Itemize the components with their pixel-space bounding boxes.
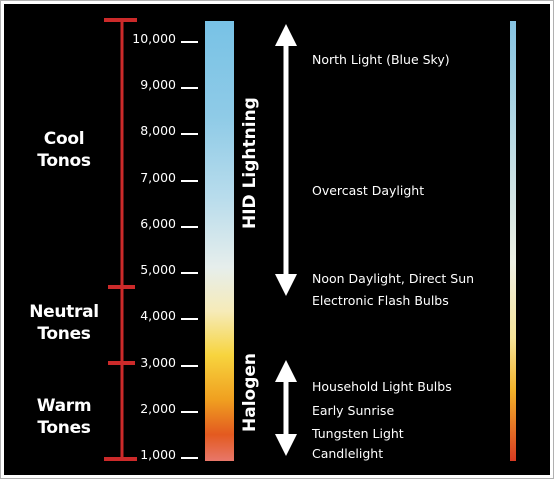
lighting-label-household-bulbs: Household Light Bulbs [312, 379, 452, 394]
warm-tones-label: Warm Tones [36, 396, 92, 438]
tick-label: 7,000 [140, 169, 176, 185]
lighting-label-early-sunrise: Early Sunrise [312, 403, 395, 418]
tick-label: 2,000 [140, 400, 176, 416]
tick-label: 8,000 [140, 123, 176, 139]
tick-label: 4,000 [140, 308, 176, 324]
tick-label: 5,000 [140, 262, 176, 278]
tick-label: 1,000 [140, 447, 176, 462]
cool-tones-label: Cool Tonos [37, 129, 91, 171]
color-temperature-bar [205, 21, 234, 461]
lighting-label-overcast-daylight: Overcast Daylight [312, 183, 425, 198]
lighting-label-electronic-flash: Electronic Flash Bulbs [312, 293, 449, 308]
color-temperature-panel: Cool Tonos Neutral Tones Warm Tones 10,0… [4, 4, 550, 475]
hid-lighting-label: HID Lightning [240, 97, 260, 229]
tick-label: 9,000 [140, 77, 176, 93]
tick-mark [181, 179, 198, 182]
neutral-tones-label: Neutral Tones [29, 302, 99, 344]
tick-label: 10,000 [132, 31, 176, 46]
halogen-label: Halogen [240, 352, 260, 432]
tick-mark [181, 133, 198, 136]
tick-label: 3,000 [140, 354, 176, 370]
hid-range-arrow [275, 24, 297, 296]
tick-mark [181, 225, 198, 228]
lighting-label-noon-daylight: Noon Daylight, Direct Sun [312, 271, 475, 286]
tick-mark [181, 457, 198, 459]
halogen-range-arrow [275, 360, 297, 456]
tick-mark [181, 410, 198, 413]
tick-mark [181, 272, 198, 275]
tick-mark [181, 41, 198, 43]
tick-mark [181, 87, 198, 90]
tick-label: 6,000 [140, 215, 176, 231]
lighting-label-north-light: North Light (Blue Sky) [312, 52, 450, 67]
lighting-label-candlelight: Candlelight [312, 446, 384, 461]
tick-mark [181, 318, 198, 321]
thin-color-bar [510, 21, 516, 461]
tick-mark [181, 364, 198, 367]
diagram-graphics [104, 18, 516, 461]
lighting-label-tungsten-light: Tungsten Light [312, 426, 404, 441]
tone-bracket [104, 18, 137, 461]
